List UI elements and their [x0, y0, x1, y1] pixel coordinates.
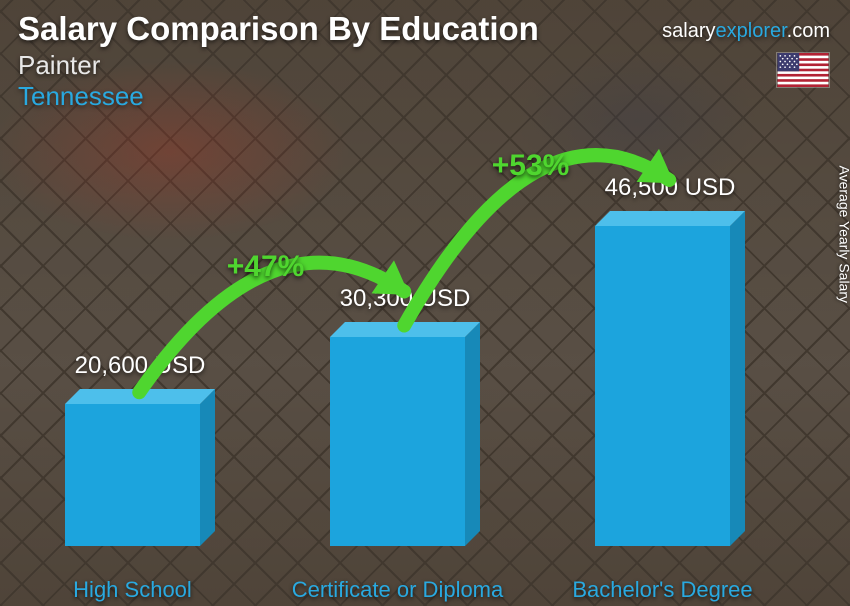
y-axis-label: Average Yearly Salary — [836, 166, 850, 304]
flag-icon — [776, 52, 830, 88]
brand-part2: explorer — [716, 20, 787, 42]
brand-part1: salary — [662, 20, 715, 42]
chart-subtitle-job: Painter — [18, 50, 832, 81]
brand-part3: .com — [787, 20, 830, 42]
increase-arc-1 — [0, 120, 850, 606]
brand-logo: salaryexplorer.com — [662, 20, 830, 43]
bar-chart: 20,600 USDHigh School30,300 USDCertifica… — [0, 120, 820, 606]
increase-pct-label: +47% — [227, 250, 305, 284]
increase-pct-label: +53% — [492, 149, 570, 183]
chart-subtitle-region: Tennessee — [18, 81, 832, 112]
